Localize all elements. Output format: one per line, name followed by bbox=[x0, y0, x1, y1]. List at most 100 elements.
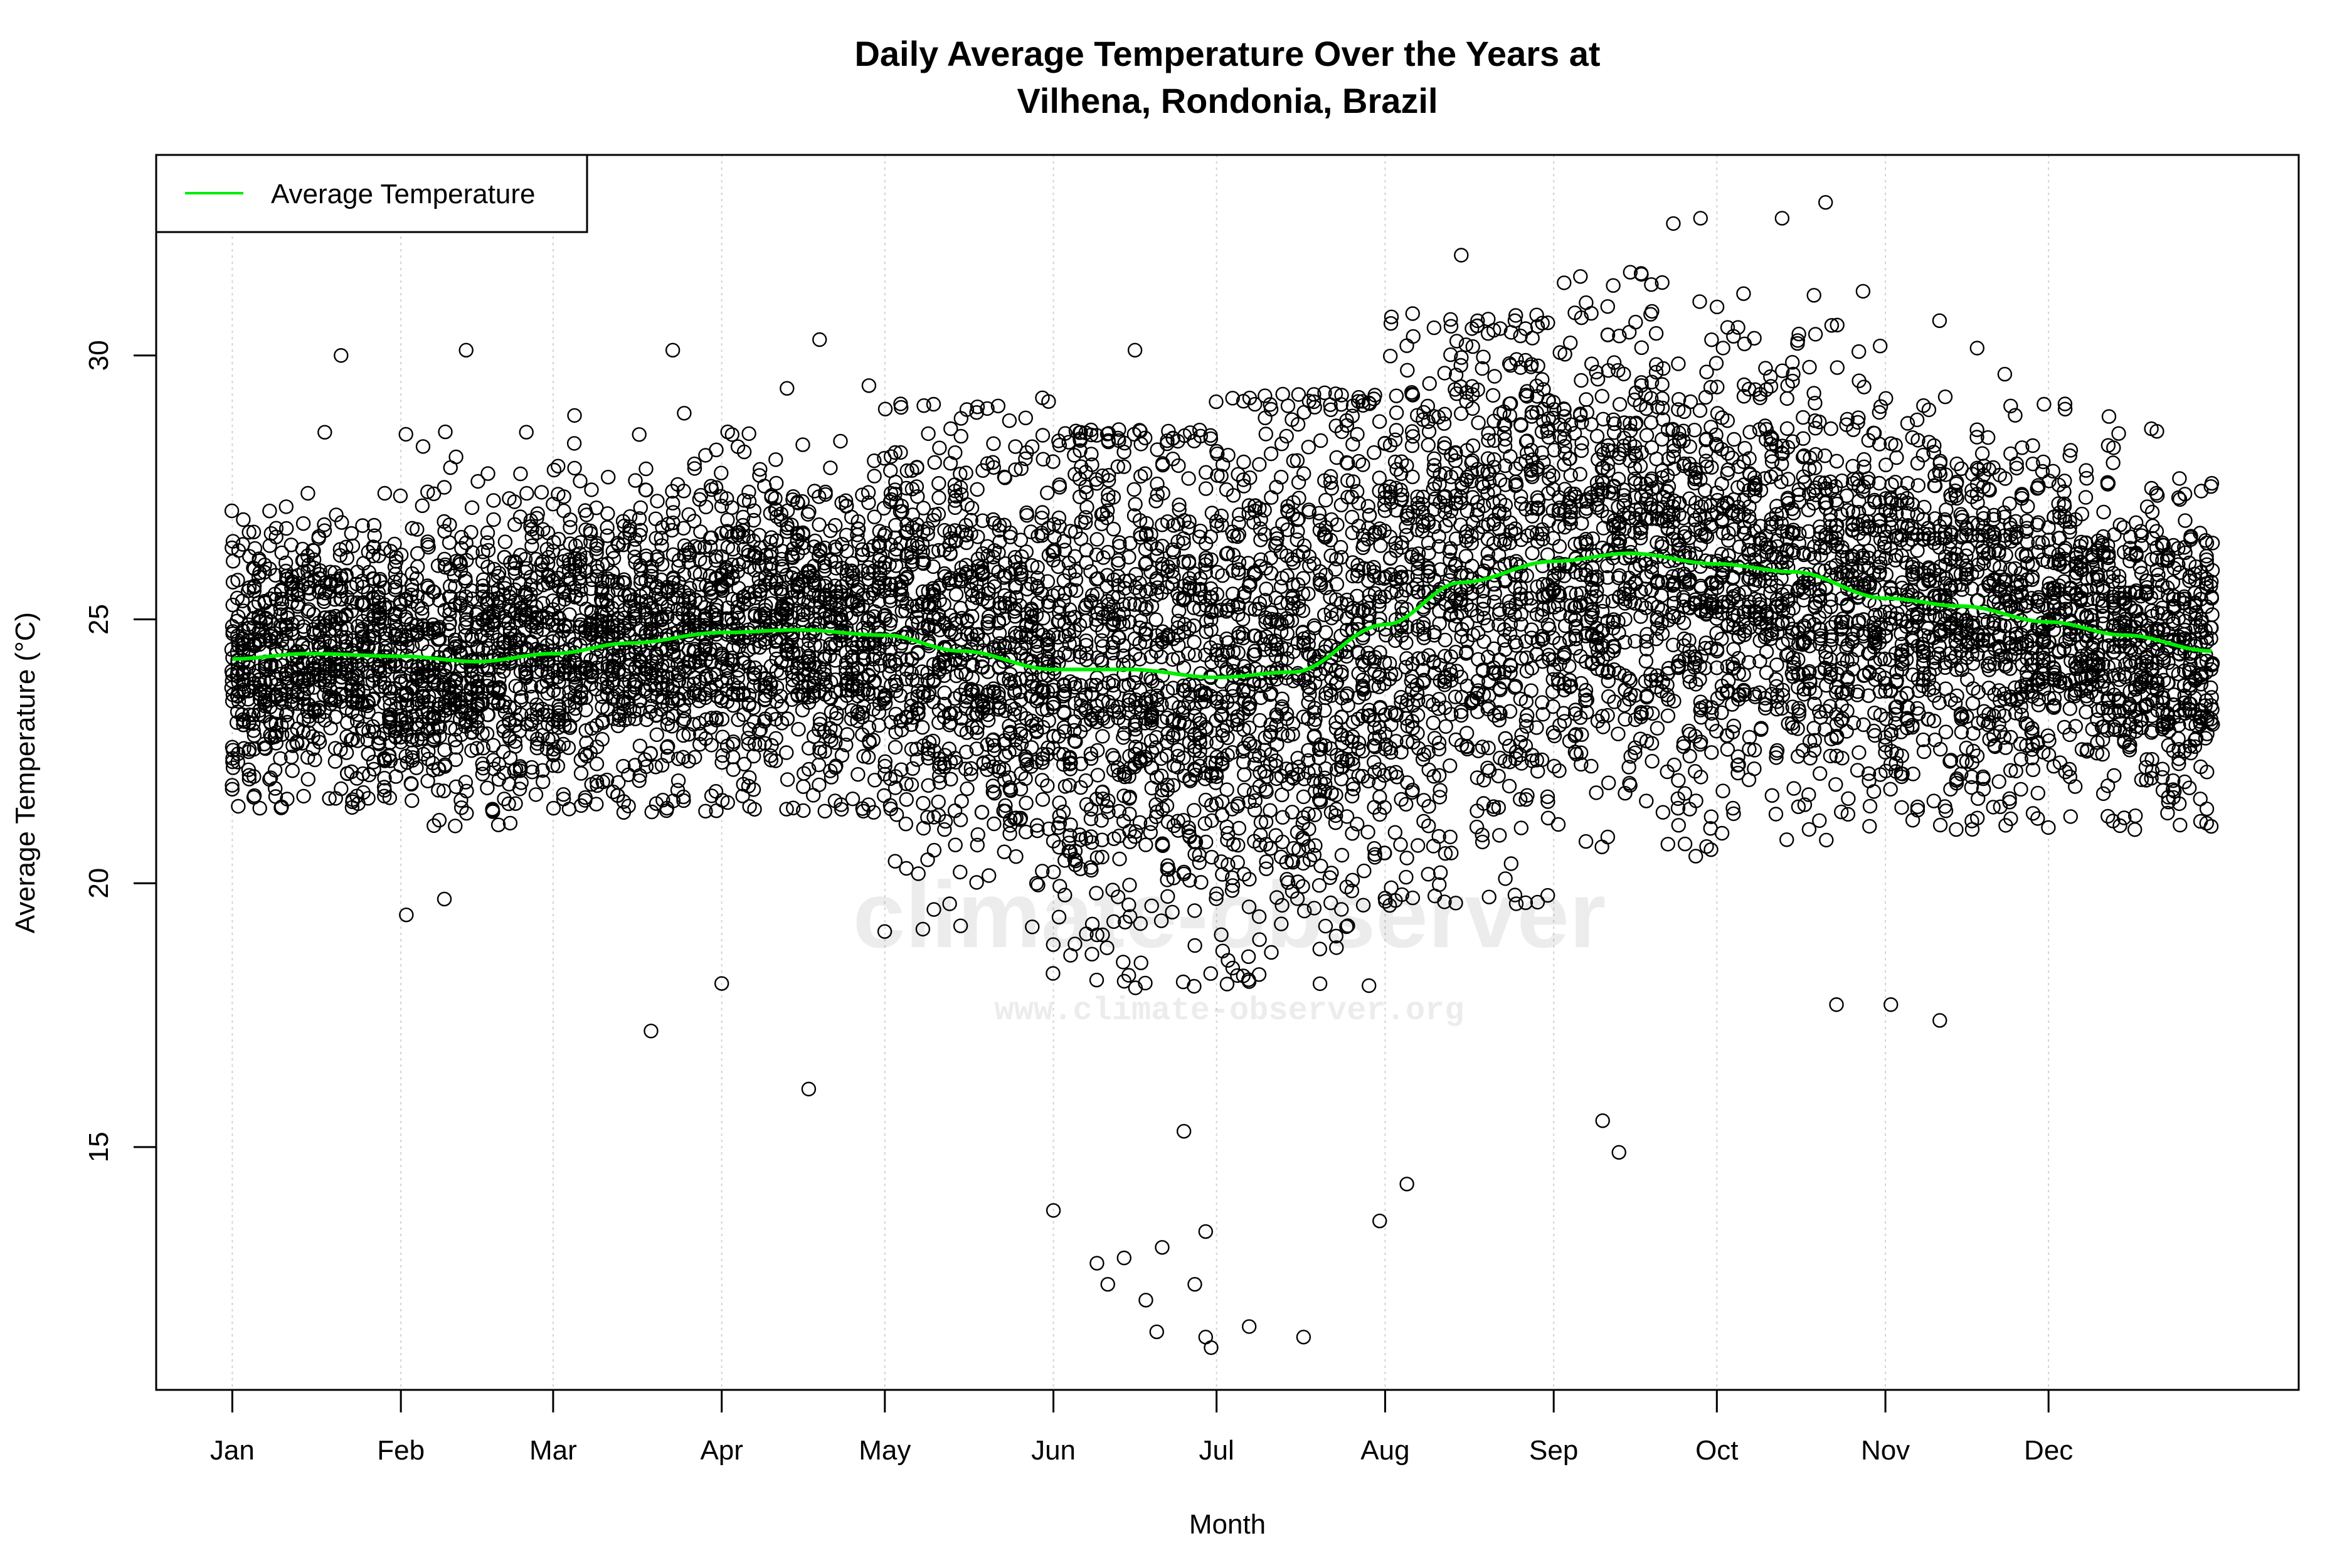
data-point bbox=[1252, 457, 1267, 472]
data-point bbox=[296, 788, 311, 804]
data-point bbox=[247, 561, 262, 576]
data-point bbox=[1329, 576, 1345, 592]
data-point bbox=[285, 763, 300, 778]
data-point bbox=[317, 517, 332, 532]
data-point bbox=[415, 498, 430, 513]
data-point bbox=[970, 482, 985, 497]
data-point bbox=[225, 674, 240, 689]
data-point bbox=[1111, 630, 1127, 645]
data-point bbox=[741, 426, 756, 442]
data-point bbox=[366, 571, 381, 586]
data-point bbox=[1148, 612, 1163, 627]
data-point bbox=[845, 791, 861, 807]
data-point bbox=[490, 817, 506, 832]
data-point bbox=[1089, 972, 1104, 988]
data-point bbox=[1040, 485, 1055, 501]
data-point bbox=[236, 603, 252, 618]
data-point bbox=[432, 729, 447, 744]
data-point bbox=[268, 529, 283, 544]
data-point bbox=[742, 799, 757, 814]
data-point bbox=[329, 507, 344, 522]
data-point bbox=[1181, 471, 1196, 486]
data-point bbox=[932, 440, 947, 455]
data-point bbox=[262, 504, 277, 519]
data-point bbox=[231, 798, 246, 814]
data-point bbox=[926, 396, 941, 412]
data-point bbox=[648, 511, 664, 526]
data-point bbox=[339, 621, 354, 636]
data-point bbox=[339, 551, 354, 566]
watermark-url: www.climate-observer.org bbox=[995, 992, 1465, 1029]
data-point bbox=[567, 460, 582, 476]
data-point bbox=[1106, 521, 1121, 537]
data-point bbox=[246, 788, 262, 803]
data-point bbox=[931, 476, 946, 491]
data-point bbox=[366, 761, 381, 777]
data-point bbox=[236, 684, 252, 699]
data-point bbox=[290, 588, 306, 603]
data-point bbox=[415, 439, 431, 454]
data-point bbox=[361, 695, 376, 711]
data-point bbox=[382, 790, 397, 805]
data-point bbox=[317, 523, 332, 538]
data-point bbox=[442, 535, 457, 550]
data-point bbox=[480, 780, 495, 796]
data-point bbox=[430, 632, 446, 647]
data-point bbox=[1002, 826, 1017, 841]
data-point bbox=[393, 488, 408, 504]
data-point bbox=[921, 426, 936, 442]
data-point bbox=[295, 636, 310, 652]
data-point bbox=[519, 425, 534, 440]
data-point bbox=[1274, 437, 1290, 452]
data-point bbox=[442, 616, 457, 632]
data-point bbox=[426, 486, 442, 501]
data-point bbox=[898, 816, 914, 832]
data-point bbox=[1040, 778, 1055, 793]
data-point bbox=[1219, 782, 1234, 797]
data-point bbox=[1280, 398, 1296, 413]
data-point bbox=[328, 709, 343, 724]
data-point bbox=[1275, 517, 1290, 532]
data-point bbox=[246, 769, 262, 784]
data-point bbox=[420, 534, 435, 549]
data-point bbox=[236, 741, 252, 756]
data-point bbox=[361, 791, 376, 806]
data-point bbox=[1153, 768, 1169, 783]
data-point bbox=[513, 466, 528, 482]
data-point bbox=[334, 515, 349, 530]
data-point bbox=[632, 427, 647, 442]
data-point bbox=[224, 503, 240, 519]
data-point bbox=[311, 702, 326, 718]
data-point bbox=[1198, 481, 1214, 496]
data-point bbox=[426, 585, 442, 600]
data-point bbox=[714, 465, 729, 480]
data-point bbox=[899, 792, 914, 807]
data-point bbox=[263, 660, 278, 675]
data-point bbox=[480, 466, 495, 481]
data-point bbox=[345, 538, 361, 553]
data-point bbox=[371, 616, 386, 632]
data-point bbox=[263, 635, 279, 650]
data-point bbox=[367, 528, 382, 543]
data-point bbox=[1312, 976, 1328, 992]
data-point bbox=[534, 485, 549, 500]
data-point bbox=[300, 485, 315, 501]
data-point bbox=[459, 805, 474, 821]
data-point bbox=[377, 770, 392, 786]
data-point bbox=[389, 622, 404, 637]
data-point bbox=[284, 727, 300, 742]
data-point bbox=[317, 425, 332, 440]
data-point bbox=[546, 462, 562, 478]
data-point bbox=[448, 818, 463, 834]
data-point bbox=[394, 548, 409, 563]
data-point bbox=[1035, 428, 1051, 443]
data-point bbox=[296, 644, 311, 659]
data-point bbox=[601, 470, 616, 485]
data-point bbox=[1203, 428, 1218, 443]
data-point bbox=[1318, 625, 1333, 640]
data-point bbox=[791, 721, 806, 737]
data-point bbox=[453, 793, 469, 808]
data-point bbox=[867, 773, 882, 788]
data-point bbox=[964, 501, 980, 516]
data-point bbox=[600, 520, 615, 535]
